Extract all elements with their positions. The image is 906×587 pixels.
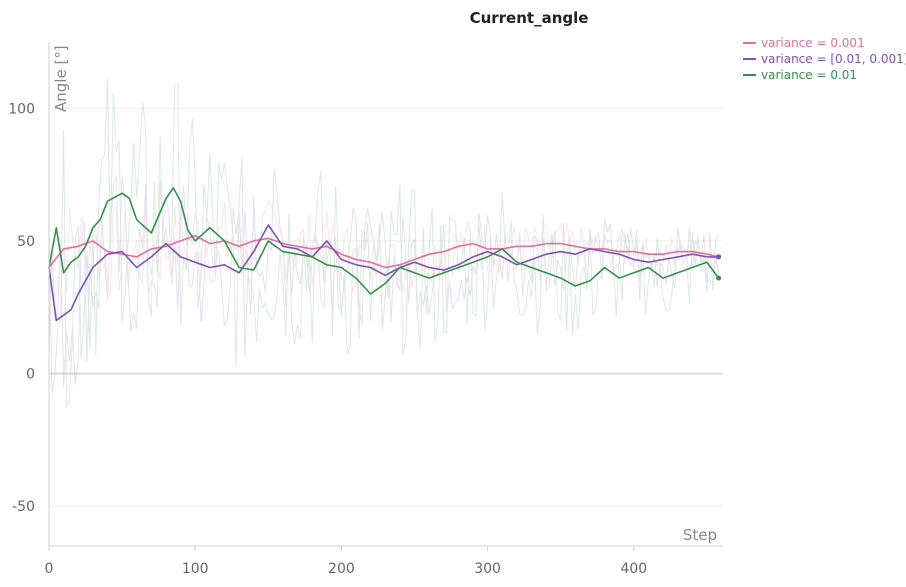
x-tick-label: 200 — [328, 561, 355, 577]
legend-item[interactable]: variance = 0.001 — [743, 36, 865, 50]
series-end-point-2 — [716, 275, 722, 281]
y-tick-label: -50 — [12, 499, 35, 515]
x-tick-label: 100 — [182, 561, 209, 577]
x-tick-label: 0 — [45, 561, 54, 577]
legend-label: variance = [0.01, 0.001] — [761, 52, 906, 66]
series-line-1[interactable] — [48, 224, 719, 322]
legend-label: variance = 0.01 — [761, 68, 857, 82]
series-end-point-1 — [716, 254, 722, 260]
raw-trace — [48, 199, 720, 301]
raw-trace — [48, 167, 720, 388]
raw-noise-traces — [48, 78, 720, 408]
raw-trace — [48, 78, 720, 408]
grid — [49, 107, 723, 507]
legend-label: variance = 0.001 — [761, 36, 865, 50]
series-line-2[interactable] — [48, 187, 720, 295]
chart-title: Current_angle — [470, 9, 589, 27]
y-tick-label: 100 — [8, 101, 35, 117]
x-tick-label: 300 — [474, 561, 501, 577]
x-axis-label: Step — [683, 526, 717, 544]
y-tick-label: 0 — [26, 367, 35, 383]
x-tick-label: 400 — [620, 561, 647, 577]
legend-item[interactable]: variance = 0.01 — [743, 68, 857, 82]
y-axis-label: Angle [°] — [52, 45, 70, 112]
y-tick-label: 50 — [17, 234, 35, 250]
series-layer — [48, 187, 722, 322]
axes: -50 0 50 100 0 100 200 300 400 — [8, 42, 723, 577]
legend[interactable]: variance = 0.001 variance = [0.01, 0.001]… — [743, 36, 906, 82]
legend-item[interactable]: variance = [0.01, 0.001] — [743, 52, 906, 66]
